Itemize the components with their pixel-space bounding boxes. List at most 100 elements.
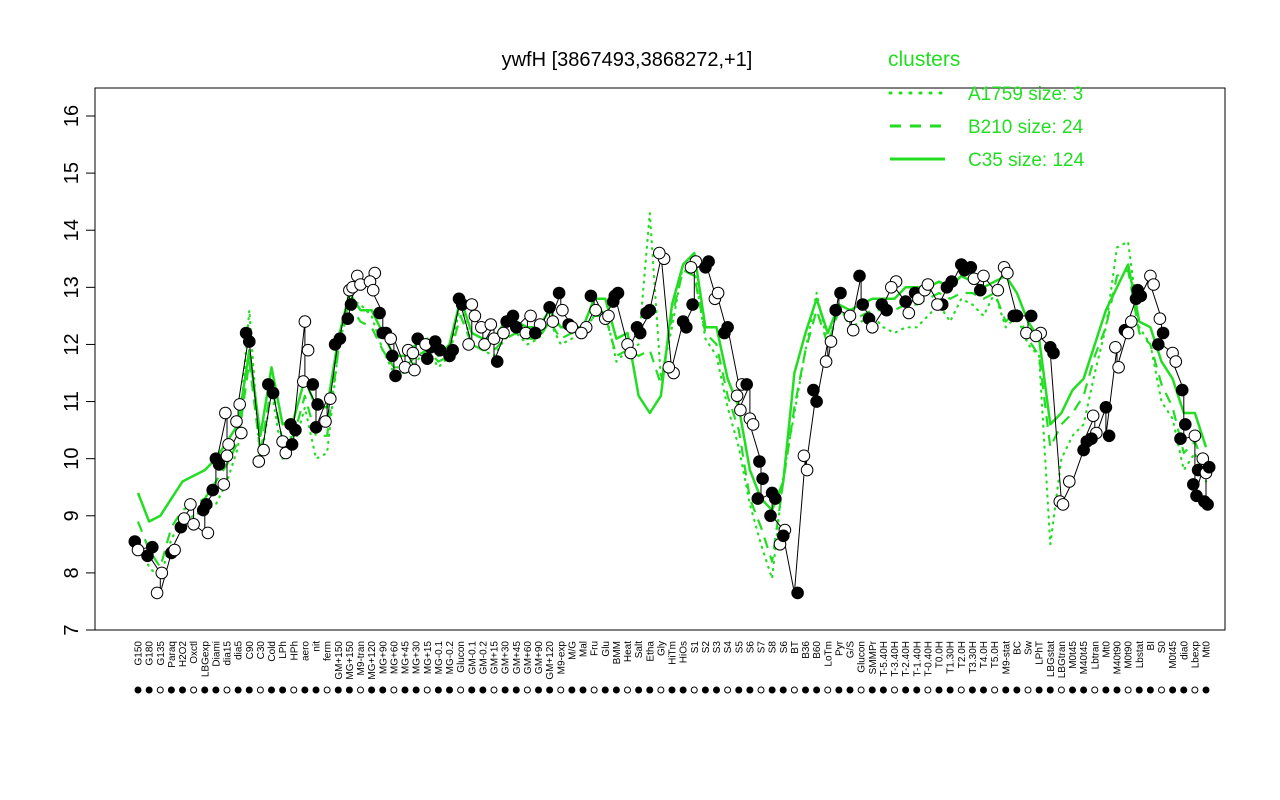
x-tick-label: GM+45 [512, 641, 523, 675]
x-rug-mark [1013, 686, 1021, 694]
x-rug-mark [590, 686, 598, 694]
x-tick-label: Diami [211, 641, 222, 667]
series-line-dashed [136, 269, 1208, 569]
x-rug-mark [1024, 686, 1032, 694]
sample-point [807, 383, 820, 397]
sample-point [252, 455, 266, 468]
x-tick-label: G150 [134, 641, 145, 666]
x-tick-label: C90 [245, 641, 256, 660]
sample-point [543, 301, 556, 314]
x-tick-label: Glucon [857, 641, 868, 673]
x-rug-mark [746, 686, 754, 694]
sample-point [875, 298, 889, 311]
sample-point [1152, 338, 1165, 351]
sample-point [584, 289, 598, 303]
series-line-dotted [136, 212, 1208, 580]
x-rug-mark [301, 686, 309, 694]
x-rug-mark [1046, 686, 1054, 694]
x-rug-mark [535, 686, 542, 694]
x-rug-mark [1202, 686, 1210, 694]
sample-point [1109, 341, 1122, 354]
x-tick-label: Sw [1024, 640, 1035, 655]
x-tick-label: dia5 [234, 641, 245, 660]
sample-point [740, 378, 754, 391]
x-rug-mark [512, 686, 520, 694]
x-tick-label: M0t90 [1124, 641, 1135, 669]
sample-point [465, 298, 479, 311]
x-tick-label: BMM [612, 641, 623, 664]
x-tick-label: B60 [812, 641, 823, 659]
sample-point [284, 418, 297, 431]
x-tick-label: GM-0.2 [478, 641, 489, 675]
x-tick-label: G180 [145, 641, 156, 666]
x-tick-label: GM-0.1 [467, 641, 478, 675]
x-tick-label: LPh [278, 641, 289, 659]
x-tick-label: dia15 [223, 641, 234, 666]
x-tick-label: T-1.40H [912, 641, 923, 677]
legend-label-b210: B210 size: 24 [968, 117, 1084, 138]
sample-point [777, 529, 790, 543]
sample-point [606, 295, 620, 308]
sample-point [834, 286, 847, 300]
sample-point [384, 332, 398, 346]
sample-point [262, 378, 275, 391]
sample-point [219, 406, 232, 420]
x-tick-label: MG+30 [412, 641, 423, 675]
x-tick-label: Cold [267, 641, 278, 662]
x-rug-mark [145, 686, 153, 694]
x-rug-mark [601, 686, 609, 694]
sample-point [1147, 278, 1160, 291]
sample-point [217, 478, 231, 491]
sample-point [220, 449, 234, 463]
x-tick-label: MG-0.2 [445, 641, 456, 675]
x-rug-mark [624, 686, 631, 694]
sample-point [810, 395, 823, 408]
sample-point [257, 443, 270, 457]
x-rug-mark [891, 686, 898, 694]
x-rug-mark [779, 686, 787, 694]
x-rug-mark [713, 686, 720, 694]
x-tick-label: GM+150 [334, 641, 345, 680]
sample-point [1174, 432, 1187, 446]
sample-point [285, 438, 299, 451]
sample-point [389, 369, 402, 383]
sample-point [964, 261, 978, 274]
x-tick-label: Fru [590, 641, 601, 656]
sample-point [468, 309, 482, 323]
sample-point [853, 269, 866, 283]
x-tick-label: C30 [256, 641, 267, 660]
x-tick-label: MG+150 [345, 641, 356, 680]
sample-point [931, 298, 944, 311]
x-tick-label: T-3.40H [890, 641, 901, 677]
x-tick-label: T-5.40H [879, 641, 890, 677]
sample-point [1175, 383, 1189, 397]
x-tick-label: MG+120 [367, 641, 378, 680]
x-rug-mark [802, 686, 809, 694]
sample-point [899, 295, 912, 308]
y-tick-label: 15 [61, 162, 83, 184]
sample-point [497, 326, 510, 340]
x-rug-mark [946, 686, 954, 694]
sample-point [311, 398, 324, 411]
sample-point [235, 426, 248, 440]
sample-point [341, 312, 355, 326]
x-tick-label: MG+15 [423, 641, 434, 675]
x-rug-mark [768, 686, 776, 694]
x-rug-mark [879, 686, 887, 694]
x-tick-label: GM+15 [490, 641, 501, 675]
x-rug-mark [223, 686, 231, 694]
x-tick-label: M0t45 [1168, 641, 1179, 669]
x-rug-mark [390, 686, 398, 694]
sample-point [243, 335, 256, 348]
sample-point [446, 343, 460, 357]
sample-point [684, 261, 698, 274]
x-rug-mark [968, 686, 976, 694]
sample-point [575, 326, 588, 340]
cluster-lines [136, 212, 1208, 580]
sample-point [408, 363, 421, 377]
y-axis: 7 8 9 10 11 12 13 14 15 16 [61, 105, 96, 636]
sample-point [187, 518, 200, 531]
x-tick-label: T4.0H [979, 641, 990, 668]
x-rug-mark [323, 686, 331, 694]
sample-point [589, 303, 603, 317]
